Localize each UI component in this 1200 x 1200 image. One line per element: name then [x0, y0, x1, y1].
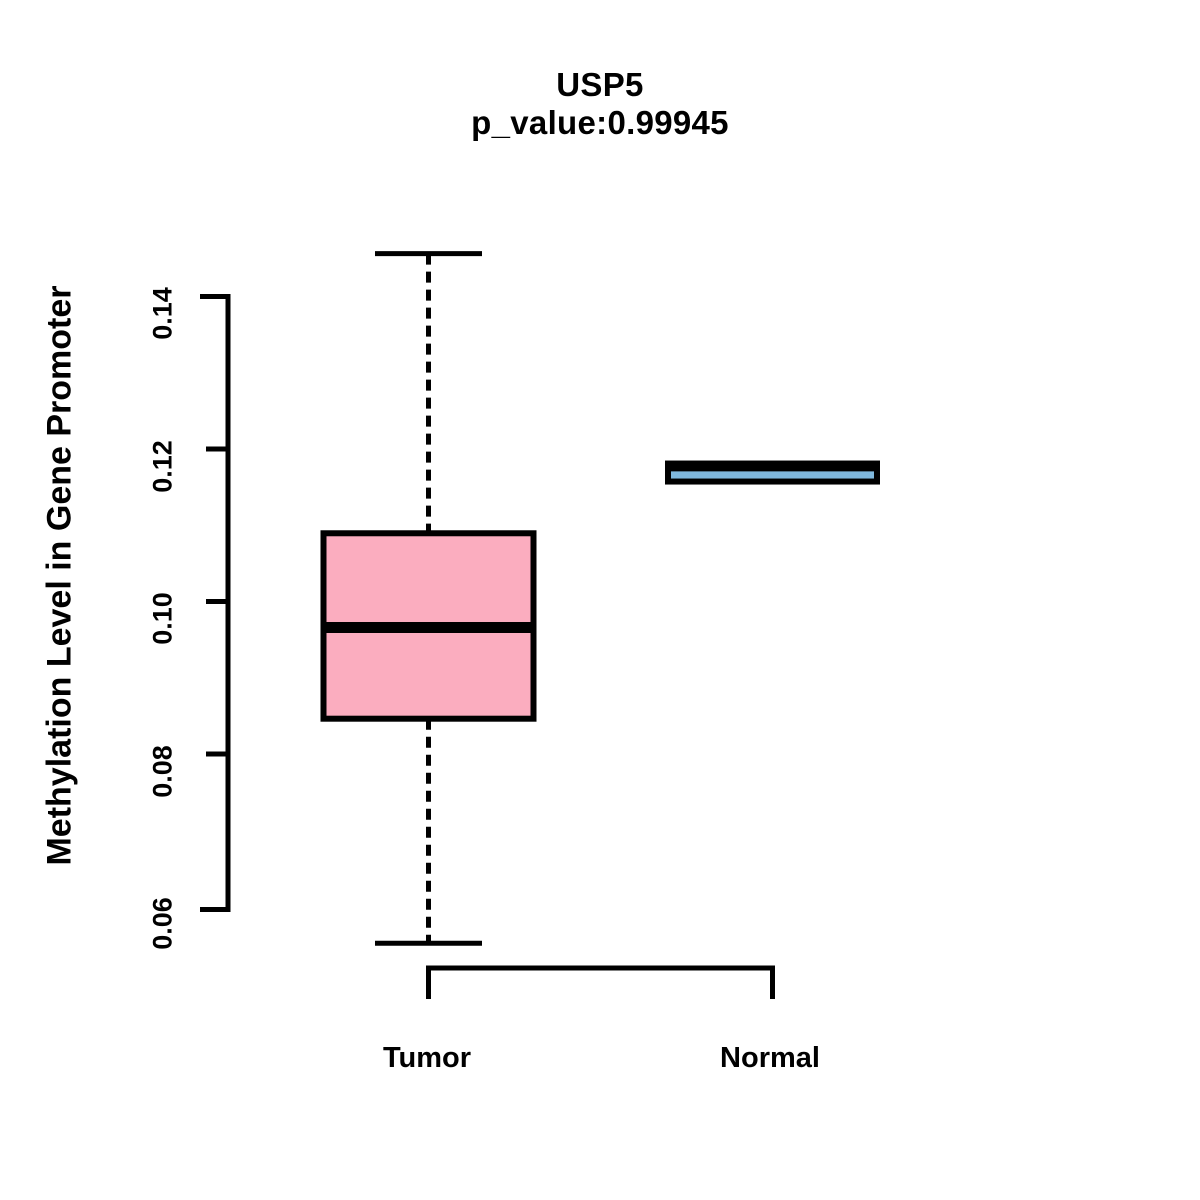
chart-title: USP5 — [556, 66, 644, 103]
x-tick-label-tumor: Tumor — [382, 1042, 472, 1074]
box-normal[interactable] — [665, 460, 880, 485]
chart-title-block: USP5 p_value:0.99945 — [0, 66, 1200, 143]
x-axis — [426, 965, 775, 999]
y-axis — [200, 294, 231, 912]
x-tick-label-normal: Normal — [720, 1042, 820, 1074]
chart-subtitle-pvalue: p_value:0.99945 — [471, 104, 729, 142]
box-tumor[interactable] — [320, 251, 537, 946]
